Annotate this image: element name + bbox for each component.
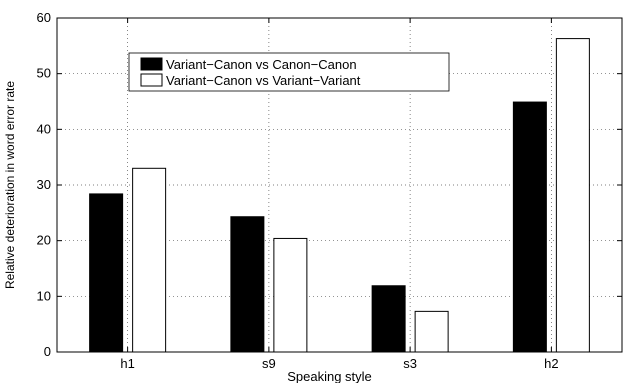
y-axis-label: Relative deterioration in word error rat… — [3, 81, 17, 289]
bar-s9-series-1 — [230, 216, 265, 353]
bar-h1-series-2 — [132, 167, 167, 353]
legend-label-series-2: Variant−Canon vs Variant−Variant — [166, 73, 361, 88]
x-tick-label: s9 — [262, 356, 276, 371]
bar-s3-series-1 — [371, 285, 406, 353]
bar-h1-series-1 — [89, 193, 124, 353]
y-tick-label: 30 — [37, 177, 51, 192]
y-tick-label: 20 — [37, 233, 51, 248]
x-axis-label: Speaking style — [287, 369, 372, 383]
x-tick-label: h2 — [544, 356, 558, 371]
y-tick-label: 0 — [44, 344, 51, 359]
legend-label-series-1: Variant−Canon vs Canon−Canon — [166, 57, 357, 72]
x-axis-ticks: h1 s9 s3 h2 — [120, 18, 559, 371]
bar-s3-series-2 — [414, 310, 449, 353]
legend-box — [128, 52, 450, 92]
legend: Variant−Canon vs Canon−Canon Variant−Can… — [128, 52, 450, 92]
bar-s9-series-2 — [273, 237, 308, 353]
y-tick-label: 60 — [37, 10, 51, 25]
y-tick-label: 10 — [37, 288, 51, 303]
y-tick-label: 40 — [37, 121, 51, 136]
legend-swatch-series-2 — [140, 73, 163, 87]
legend-swatch-series-1 — [140, 57, 163, 71]
x-tick-label: s3 — [403, 356, 417, 371]
y-axis-ticks: 0 10 20 30 40 50 60 — [37, 10, 622, 359]
y-tick-label: 50 — [37, 66, 51, 81]
bar-h2-series-1 — [512, 101, 547, 353]
x-tick-label: h1 — [120, 356, 134, 371]
bars — [89, 38, 590, 353]
bar-h2-series-2 — [555, 38, 590, 353]
